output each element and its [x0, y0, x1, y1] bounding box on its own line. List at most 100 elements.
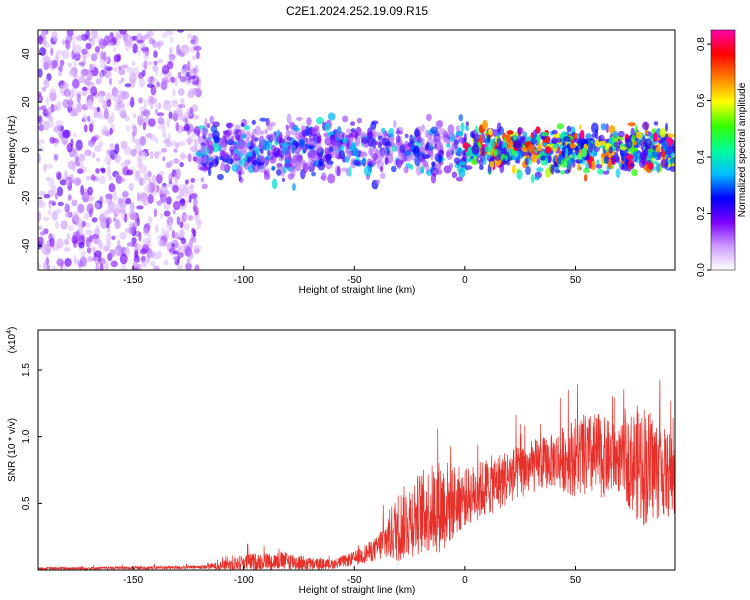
heatmap-cell — [569, 157, 575, 162]
heatmap-cell — [329, 134, 335, 141]
heatmap-cell — [62, 129, 70, 139]
heatmap-cell — [163, 99, 171, 105]
heatmap-cell — [71, 87, 76, 98]
heatmap-cell — [264, 129, 268, 135]
spectrogram-panel: -150 -100 -50 0 50 -40 -20 0 20 40 Height of str… — [7, 29, 676, 296]
heatmap-cell — [73, 147, 78, 159]
heatmap-cell — [555, 137, 563, 143]
spectrogram-y-ticks: -40 -20 0 20 40 — [21, 48, 42, 253]
heatmap-cell — [95, 78, 102, 85]
heatmap-cell — [269, 133, 277, 141]
heatmap-cell — [83, 124, 88, 133]
heatmap-cell — [293, 141, 299, 147]
heatmap-cell — [585, 133, 592, 140]
heatmap-cell — [142, 122, 146, 131]
heatmap-cell — [188, 239, 193, 250]
heatmap-cell — [158, 170, 165, 176]
heatmap-cell — [163, 79, 170, 84]
heatmap-cell — [105, 209, 111, 215]
heatmap-cell — [327, 112, 336, 121]
x-tick-label: -100 — [234, 275, 254, 286]
heatmap-cell — [72, 211, 79, 222]
heatmap-cell — [109, 127, 113, 135]
heatmap-cell — [152, 41, 159, 48]
heatmap-cell — [105, 216, 112, 225]
heatmap-cell — [64, 238, 70, 246]
heatmap-cell — [148, 177, 152, 185]
heatmap-cell — [482, 119, 488, 130]
heatmap-cell — [379, 150, 384, 160]
heatmap-cell — [489, 161, 495, 168]
heatmap-cell — [199, 145, 208, 154]
heatmap-cell — [176, 170, 181, 177]
heatmap-cell — [85, 229, 93, 236]
heatmap-cell — [631, 169, 638, 177]
heatmap-cell — [413, 146, 420, 157]
snr-series-line — [38, 379, 675, 570]
heatmap-cell — [126, 169, 133, 176]
heatmap-cell — [502, 142, 508, 149]
heatmap-cell — [172, 184, 179, 193]
heatmap-cell — [49, 237, 55, 248]
heatmap-cell — [239, 149, 246, 155]
heatmap-cell — [57, 124, 61, 134]
heatmap-cell — [55, 120, 64, 127]
heatmap-cell — [585, 162, 590, 170]
heatmap-cell — [204, 118, 208, 129]
heatmap-cell — [271, 166, 276, 171]
heatmap-cell — [183, 123, 190, 132]
y-tick-label: 40 — [21, 48, 32, 60]
heatmap-cell — [72, 78, 80, 89]
heatmap-cell — [126, 125, 130, 132]
heatmap-cell — [458, 136, 466, 144]
heatmap-cell — [92, 234, 100, 245]
heatmap-cell — [95, 51, 100, 56]
heatmap-cell — [91, 30, 98, 39]
heatmap-cell — [54, 153, 58, 162]
heatmap-cell — [268, 121, 276, 127]
heatmap-cell — [350, 121, 356, 126]
heatmap-cell — [136, 217, 140, 227]
heatmap-cell — [103, 51, 107, 62]
heatmap-cell — [384, 157, 389, 165]
heatmap-cell — [308, 137, 313, 143]
heatmap-cell — [156, 173, 163, 184]
heatmap-cell — [191, 133, 197, 138]
heatmap-cell — [124, 83, 132, 88]
heatmap-cell — [296, 116, 303, 121]
heatmap-cell — [608, 158, 612, 170]
heatmap-cell — [116, 89, 124, 101]
heatmap-cell — [87, 256, 94, 263]
heatmap-cell — [126, 66, 133, 74]
heatmap-cell — [128, 221, 134, 229]
heatmap-cell — [71, 50, 75, 60]
heatmap-cell — [107, 42, 114, 47]
heatmap-cell — [113, 54, 121, 63]
heatmap-cell — [95, 224, 100, 236]
heatmap-cell — [77, 203, 85, 214]
heatmap-cell — [496, 132, 501, 138]
heatmap-cell — [217, 173, 224, 181]
heatmap-cell — [487, 134, 491, 144]
heatmap-cell — [276, 129, 281, 137]
snr-y-multiplier: (x104) — [6, 327, 18, 354]
heatmap-cell — [530, 174, 535, 184]
heatmap-cell — [128, 72, 137, 84]
heatmap-cell — [55, 171, 62, 180]
heatmap-cell — [291, 146, 295, 154]
snr-y-label: SNR (10 * v/v) — [7, 418, 18, 482]
heatmap-cell — [169, 46, 173, 55]
heatmap-cell — [132, 43, 138, 54]
heatmap-cell — [137, 49, 141, 56]
heatmap-cell — [465, 121, 469, 127]
heatmap-cell — [68, 70, 77, 77]
heatmap-cell — [540, 155, 546, 161]
heatmap-cell — [118, 209, 126, 214]
heatmap-cell — [221, 151, 230, 160]
heatmap-cell — [168, 111, 173, 120]
heatmap-cell — [423, 160, 429, 167]
heatmap-cell — [177, 71, 182, 79]
heatmap-cell — [119, 253, 128, 265]
heatmap-cell — [38, 236, 44, 247]
